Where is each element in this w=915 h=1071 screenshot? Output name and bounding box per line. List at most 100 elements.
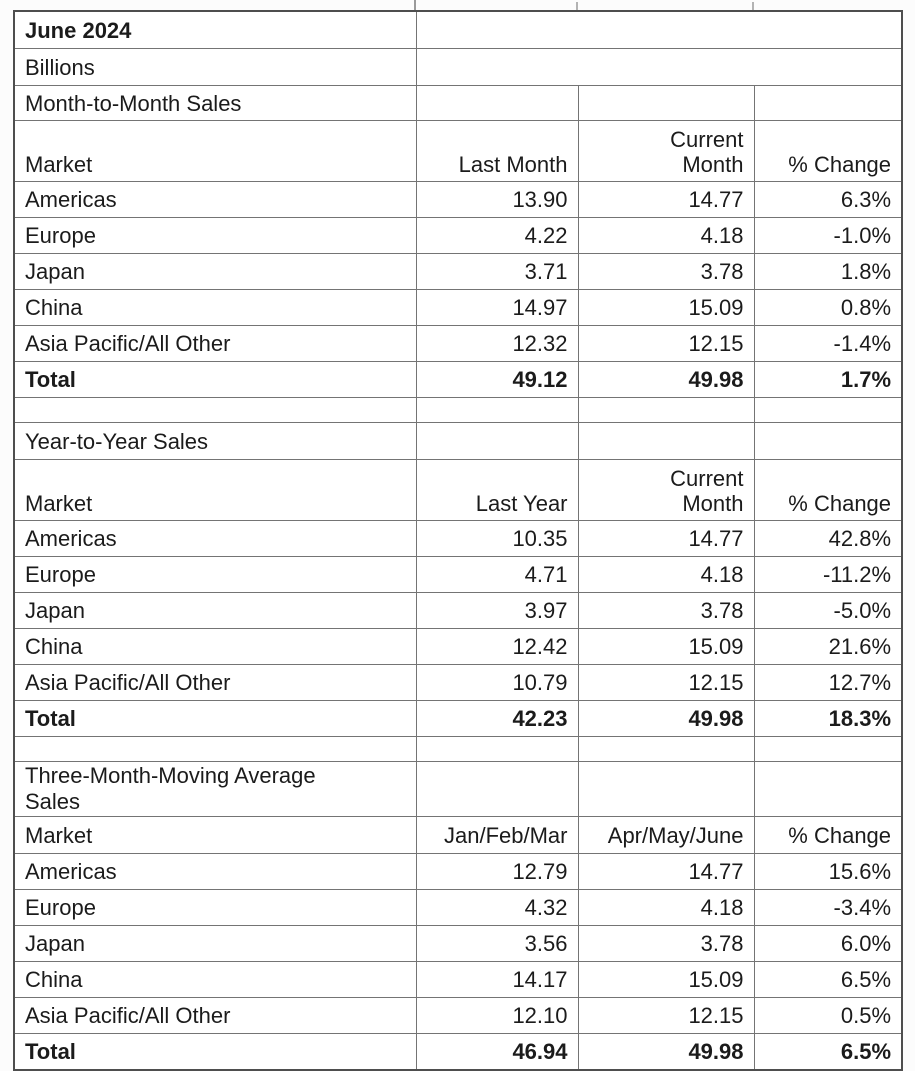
row-column-headers: Market Last Month Current Month % Change: [13, 120, 903, 182]
cell-market: Americas: [13, 520, 417, 557]
cell-value-prev: 10.79: [415, 664, 579, 701]
cell-value-cur: 3.78: [577, 253, 755, 290]
cell-market: Asia Pacific/All Other: [13, 325, 417, 362]
table-row: China 12.42 15.09 21.6%: [13, 628, 903, 665]
sales-table-sheet: June 2024 Billions Month-to-Month Sales …: [13, 10, 904, 1071]
header-cur: Apr/May/June: [577, 816, 755, 854]
cell-total-label: Total: [13, 700, 417, 737]
cell-value-cur: 12.15: [577, 664, 755, 701]
cell-spacer: [753, 397, 903, 423]
cell-spacer: [415, 397, 579, 423]
cell-value-prev: 12.32: [415, 325, 579, 362]
header-pct: % Change: [753, 459, 903, 521]
row-total: Total 49.12 49.98 1.7%: [13, 361, 903, 398]
cell-market: China: [13, 289, 417, 326]
cell-pct-change: 15.6%: [753, 853, 903, 890]
row-spacer: [13, 397, 903, 423]
cell-empty: [577, 85, 755, 121]
header-prev: Last Month: [415, 120, 579, 182]
table-row: Europe 4.22 4.18 -1.0%: [13, 217, 903, 254]
merged-empty-cell: [415, 10, 903, 49]
column-divider-tick: [752, 2, 754, 11]
section-label-cell: Three-Month-Moving Average Sales: [13, 761, 417, 817]
cell-value-cur: 3.78: [577, 925, 755, 962]
cell-value-cur: 4.18: [577, 217, 755, 254]
cell-market: Europe: [13, 217, 417, 254]
row-column-headers: Market Jan/Feb/Mar Apr/May/June % Change: [13, 816, 903, 854]
cell-pct-change: 6.3%: [753, 181, 903, 218]
cell-value-cur: 15.09: [577, 628, 755, 665]
table-row: China 14.17 15.09 6.5%: [13, 961, 903, 998]
header-cur-line1: Current: [670, 466, 744, 491]
cell-total-label: Total: [13, 361, 417, 398]
cell-value-prev: 4.32: [415, 889, 579, 926]
units-cell: Billions: [13, 48, 417, 86]
table-row: Americas 13.90 14.77 6.3%: [13, 181, 903, 218]
cell-market: Japan: [13, 592, 417, 629]
section-label-cell: Year-to-Year Sales: [13, 422, 417, 460]
cell-total-prev: 42.23: [415, 700, 579, 737]
cell-empty: [577, 422, 755, 460]
sales-table: June 2024 Billions Month-to-Month Sales …: [13, 10, 904, 1071]
cell-pct-change: 42.8%: [753, 520, 903, 557]
row-section-label: Month-to-Month Sales: [13, 85, 903, 121]
cell-market: Europe: [13, 556, 417, 593]
cell-spacer: [415, 736, 579, 762]
cell-total-cur: 49.98: [577, 700, 755, 737]
cell-value-cur: 14.77: [577, 520, 755, 557]
cell-empty: [753, 85, 903, 121]
row-section-label: Year-to-Year Sales: [13, 422, 903, 460]
cell-market: Japan: [13, 253, 417, 290]
cell-pct-change: 0.8%: [753, 289, 903, 326]
cell-pct-change: 6.5%: [753, 961, 903, 998]
row-total: Total 42.23 49.98 18.3%: [13, 700, 903, 737]
header-market: Market: [13, 816, 417, 854]
cell-pct-change: 6.0%: [753, 925, 903, 962]
cell-value-prev: 3.56: [415, 925, 579, 962]
cell-spacer: [13, 736, 417, 762]
column-divider-tick: [414, 0, 416, 11]
cell-value-prev: 14.97: [415, 289, 579, 326]
table-row: China 14.97 15.09 0.8%: [13, 289, 903, 326]
cell-value-prev: 14.17: [415, 961, 579, 998]
cell-value-cur: 4.18: [577, 556, 755, 593]
header-cur: Current Month: [577, 459, 755, 521]
cell-total-pct: 18.3%: [753, 700, 903, 737]
header-cur-line2: Month: [682, 491, 744, 516]
row-spacer: [13, 736, 903, 762]
cell-value-prev: 10.35: [415, 520, 579, 557]
cell-value-cur: 15.09: [577, 961, 755, 998]
cell-value-cur: 15.09: [577, 289, 755, 326]
table-row: Japan 3.97 3.78 -5.0%: [13, 592, 903, 629]
cell-pct-change: -1.4%: [753, 325, 903, 362]
table-row: Europe 4.32 4.18 -3.4%: [13, 889, 903, 926]
cell-empty: [577, 761, 755, 817]
cell-market: China: [13, 961, 417, 998]
cell-value-cur: 14.77: [577, 181, 755, 218]
cell-pct-change: -1.0%: [753, 217, 903, 254]
section-label-cell: Month-to-Month Sales: [13, 85, 417, 121]
cell-value-prev: 12.10: [415, 997, 579, 1034]
table-row: Japan 3.71 3.78 1.8%: [13, 253, 903, 290]
row-section-label: Three-Month-Moving Average Sales: [13, 761, 903, 817]
cell-pct-change: 21.6%: [753, 628, 903, 665]
header-cur-line2: Month: [682, 152, 744, 177]
header-cur: Current Month: [577, 120, 755, 182]
table-row: Americas 12.79 14.77 15.6%: [13, 853, 903, 890]
cell-spacer: [13, 397, 417, 423]
cell-value-prev: 4.22: [415, 217, 579, 254]
header-prev: Last Year: [415, 459, 579, 521]
cell-value-cur: 4.18: [577, 889, 755, 926]
cell-pct-change: 0.5%: [753, 997, 903, 1034]
cell-spacer: [753, 736, 903, 762]
cell-pct-change: -11.2%: [753, 556, 903, 593]
cell-value-cur: 12.15: [577, 997, 755, 1034]
row-title: June 2024: [13, 10, 903, 49]
cell-market: Americas: [13, 181, 417, 218]
cell-empty: [415, 422, 579, 460]
cell-pct-change: -5.0%: [753, 592, 903, 629]
cell-value-prev: 12.42: [415, 628, 579, 665]
header-market: Market: [13, 459, 417, 521]
merged-empty-cell: [415, 48, 903, 86]
header-prev: Jan/Feb/Mar: [415, 816, 579, 854]
